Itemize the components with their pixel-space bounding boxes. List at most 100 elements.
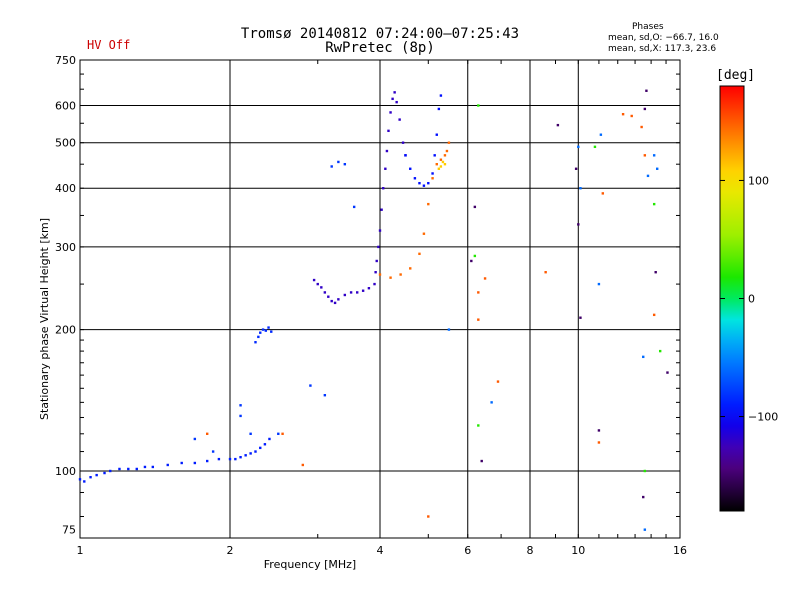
data-point	[143, 465, 147, 469]
data-point	[180, 461, 183, 465]
y-tick-label: 75	[62, 524, 76, 537]
data-point	[259, 331, 262, 334]
data-point	[409, 267, 412, 270]
data-point	[135, 467, 138, 471]
y-tick-label: 600	[55, 100, 76, 113]
data-point	[658, 349, 662, 353]
phases-title: Phases	[632, 22, 664, 32]
data-point	[597, 429, 601, 432]
data-point	[399, 273, 402, 276]
data-point	[433, 154, 436, 157]
data-point	[447, 141, 451, 144]
data-point	[477, 104, 480, 107]
x-axis-title: Frequency [MHz]	[264, 558, 356, 571]
x-tick-label: 10	[571, 544, 585, 557]
data-point	[652, 202, 656, 206]
data-point	[323, 394, 327, 397]
x-tick-label: 8	[527, 544, 534, 557]
y-axis-title: Stationary phase Virtual Height [km]	[38, 218, 51, 420]
data-point	[239, 455, 242, 459]
data-point	[270, 330, 273, 333]
phase-x-stats: mean, sd,X: 117.3, 23.6	[608, 44, 717, 54]
data-point	[281, 432, 284, 436]
data-point	[477, 424, 480, 427]
x-tick-label: 16	[673, 544, 687, 557]
data-point	[418, 181, 421, 185]
data-point	[445, 149, 449, 153]
data-point	[483, 277, 487, 280]
data-point	[343, 293, 347, 297]
data-point	[391, 97, 394, 101]
data-point	[643, 154, 647, 157]
data-point	[193, 437, 197, 441]
data-point	[228, 457, 232, 461]
data-point	[640, 125, 643, 129]
data-point	[597, 441, 601, 444]
data-point	[387, 129, 390, 133]
data-point	[254, 450, 257, 453]
data-point	[309, 384, 312, 387]
data-point	[621, 112, 625, 116]
data-point	[597, 282, 601, 286]
data-point	[217, 457, 221, 461]
data-point	[574, 167, 578, 170]
data-point	[579, 187, 582, 190]
data-point	[267, 326, 270, 329]
data-point	[380, 208, 383, 211]
data-point	[666, 371, 669, 374]
data-point	[544, 271, 547, 274]
data-point	[244, 454, 247, 457]
data-point	[643, 528, 647, 531]
data-point	[427, 515, 430, 518]
data-point	[422, 184, 426, 187]
data-point	[398, 118, 401, 121]
data-point	[330, 299, 333, 303]
phase-o-stats: mean, sd,O: −66.7, 16.0	[608, 33, 719, 43]
data-point	[431, 177, 434, 180]
data-point	[239, 404, 242, 407]
data-point	[389, 111, 392, 114]
data-point	[151, 465, 155, 469]
y-tick-label: 200	[55, 324, 76, 337]
data-point	[205, 432, 209, 436]
data-point	[601, 192, 605, 195]
data-point	[439, 165, 443, 168]
y-tick-label: 100	[55, 465, 76, 478]
data-point	[257, 335, 260, 339]
data-point	[249, 452, 252, 455]
x-tick-label: 2	[227, 544, 234, 557]
data-point	[323, 291, 327, 294]
data-point	[645, 89, 648, 92]
data-point	[83, 480, 86, 483]
data-point	[395, 100, 398, 104]
data-point	[211, 450, 215, 453]
data-point	[477, 318, 480, 321]
x-tick-label: 4	[377, 544, 384, 557]
data-point	[234, 457, 237, 461]
data-point	[205, 459, 209, 463]
data-point	[577, 223, 580, 226]
data-point	[378, 273, 382, 276]
data-point	[443, 162, 447, 166]
data-point	[352, 205, 356, 209]
data-point	[579, 316, 582, 319]
data-point	[343, 162, 347, 166]
data-point	[593, 145, 597, 149]
data-point	[655, 167, 659, 170]
data-point	[473, 205, 477, 209]
colorbar-tick-label: 100	[748, 174, 769, 187]
data-point	[652, 313, 656, 317]
data-point	[437, 167, 441, 170]
data-point	[422, 232, 426, 235]
data-point	[431, 172, 434, 175]
data-point	[642, 495, 645, 499]
data-point	[361, 289, 365, 292]
data-point	[473, 254, 477, 258]
data-point	[320, 286, 323, 289]
data-point	[577, 145, 580, 149]
data-point	[556, 123, 560, 127]
data-point	[401, 141, 405, 144]
hv-status-label: HV Off	[87, 38, 131, 52]
colorbar-unit-label: [deg]	[716, 68, 756, 83]
